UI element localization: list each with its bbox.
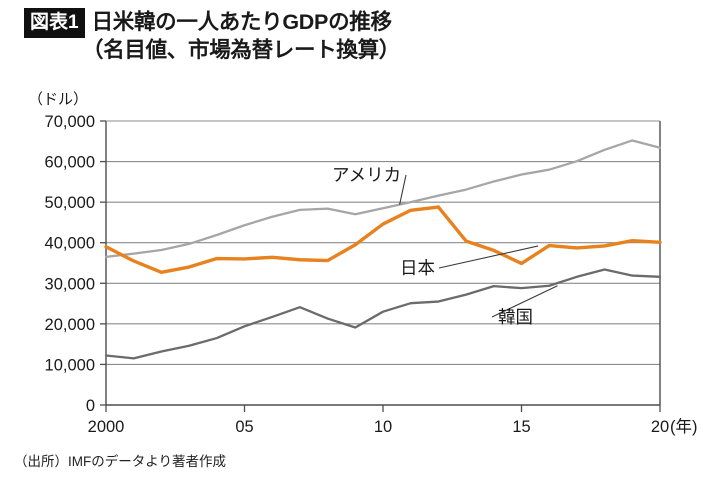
y-tick-label: 0: [86, 397, 95, 415]
source-note: （出所）IMFのデータより著者作成: [14, 454, 226, 469]
y-tick-label: 60,000: [45, 154, 95, 172]
plot-frame: [105, 120, 661, 406]
series-lines-group: [104, 139, 662, 360]
x-tick-label: 2000: [88, 418, 125, 436]
gridlines-group: [106, 120, 660, 365]
y-axis-unit-label: （ドル）: [28, 91, 89, 108]
leader-line-japan: [438, 245, 539, 269]
x-tick-label: 05: [235, 418, 253, 436]
y-tick-label: 70,000: [45, 113, 95, 131]
x-tick-labels-group: 2000 05 10 15 20 (年): [88, 417, 698, 436]
series-label-usa: アメリカ: [332, 165, 401, 185]
y-tick-label: 30,000: [45, 275, 95, 293]
title-subtitle-text: （名目値、市場為替レート換算）: [82, 38, 401, 62]
title-main-text: 日米韓の一人あたりGDPの推移: [91, 10, 392, 35]
x-tick-label: 15: [512, 418, 530, 436]
leader-line-korea: [491, 285, 558, 318]
x-axis-unit-label: (年): [670, 417, 698, 436]
series-line-japan: [104, 205, 662, 275]
y-tick-label: 20,000: [45, 316, 95, 334]
title-line-1: 図表1 日米韓の一人あたりGDPの推移: [24, 8, 684, 38]
series-line-korea: [104, 268, 662, 360]
y-tick-marks-group: [100, 120, 106, 406]
y-tick-label: 50,000: [45, 194, 95, 212]
figure-title: 図表1 日米韓の一人あたりGDPの推移 （名目値、市場為替レート換算）: [24, 8, 684, 63]
leader-line-usa: [399, 174, 407, 205]
y-tick-label: 40,000: [45, 235, 95, 253]
x-tick-label: 10: [374, 418, 392, 436]
x-tick-label: 20: [651, 418, 669, 436]
series-label-korea: 韓国: [498, 307, 533, 327]
series-line-usa: [104, 139, 662, 259]
y-tick-label: 10,000: [45, 356, 95, 374]
x-tick-marks-group: [105, 405, 661, 412]
figure-number-badge: 図表1: [24, 8, 85, 38]
y-tick-labels-group: 0 10,000 20,000 30,000 40,000 50,000 60,000 70,…: [45, 113, 95, 415]
series-label-japan: 日本: [400, 258, 435, 278]
